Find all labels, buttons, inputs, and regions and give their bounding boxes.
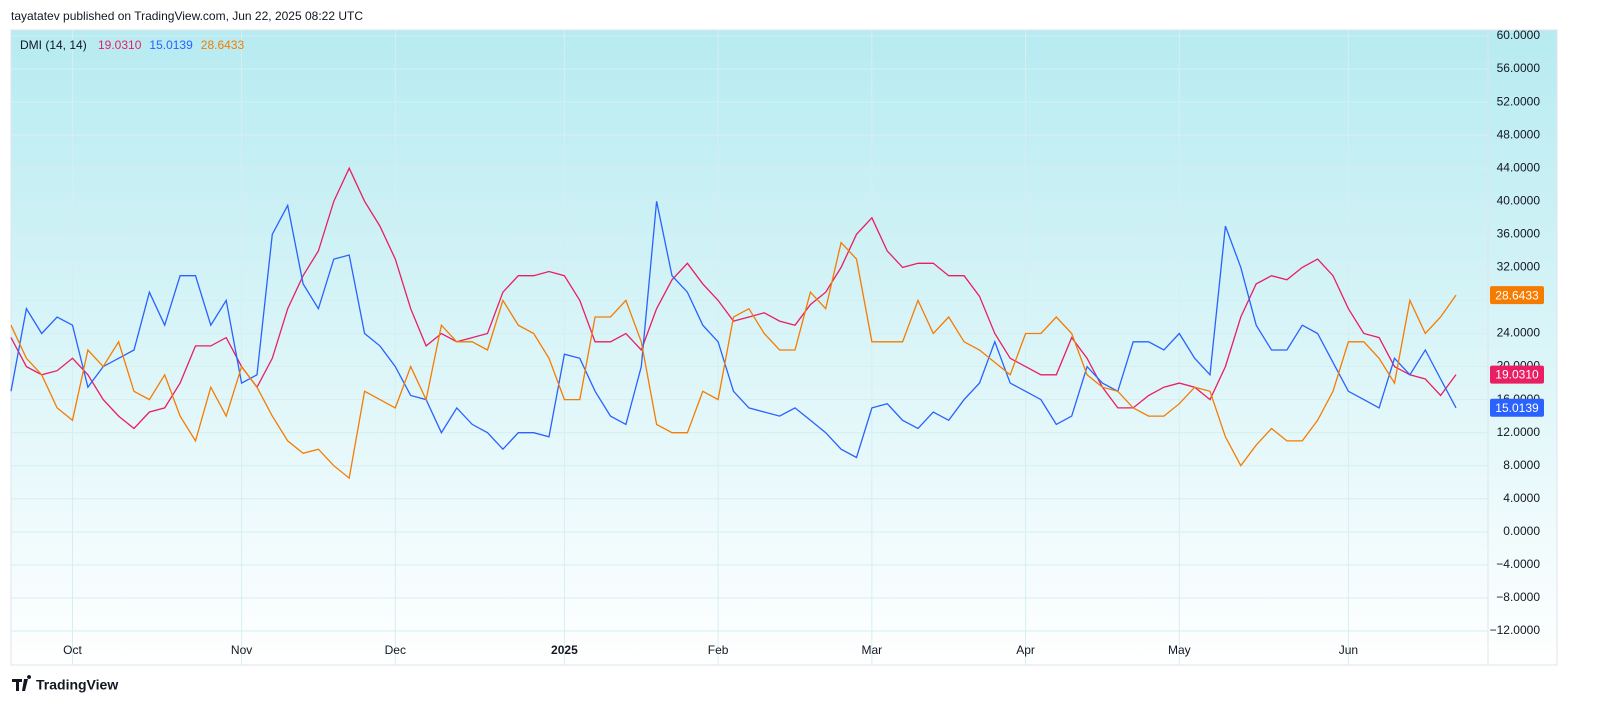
- x-tick-label: Feb: [708, 643, 729, 657]
- y-tick-label: 52.0000: [1497, 94, 1541, 108]
- y-tick-label: 44.0000: [1497, 160, 1541, 174]
- legend-value: 19.0310: [98, 38, 142, 52]
- last-value-badge: [1490, 286, 1544, 305]
- y-tick-label: −4.0000: [1496, 557, 1540, 571]
- y-tick-label: 32.0000: [1497, 260, 1541, 274]
- legend-value: 15.0139: [149, 38, 193, 52]
- y-tick-label: 8.0000: [1503, 458, 1540, 472]
- y-tick-label: −12.0000: [1490, 623, 1541, 637]
- grid: [11, 30, 1488, 665]
- x-tick-label: May: [1168, 643, 1191, 657]
- y-tick-label: −8.0000: [1496, 590, 1540, 604]
- footer-brand: TradingView: [36, 677, 118, 693]
- plot-background: [10, 29, 1558, 666]
- y-tick-label: 60.0000: [1497, 28, 1541, 42]
- x-tick-label: Jun: [1339, 643, 1358, 657]
- x-tick-label: Apr: [1016, 643, 1035, 657]
- legend-value: 28.6433: [201, 38, 245, 52]
- y-tick-label: 36.0000: [1497, 227, 1541, 241]
- y-tick-label: 56.0000: [1497, 61, 1541, 75]
- last-value-label: 28.6433: [1495, 288, 1539, 302]
- series-line: [10, 201, 1457, 459]
- x-tick-label: Dec: [385, 643, 406, 657]
- last-value-badge: [1490, 365, 1544, 384]
- x-tick-label: Oct: [63, 643, 82, 657]
- logo-icon: [12, 675, 32, 691]
- y-tick-label: 12.0000: [1497, 425, 1541, 439]
- last-value-label: 15.0139: [1495, 401, 1539, 415]
- x-tick-label: Mar: [862, 643, 883, 657]
- y-tick-label: 0.0000: [1503, 524, 1540, 538]
- last-value-label: 19.0310: [1495, 368, 1539, 382]
- y-tick-label: 48.0000: [1497, 127, 1541, 141]
- labels: 60.0000 56.0000 52.0000 48.0000 44.0000 40.00…: [63, 28, 1544, 657]
- y-tick-label: 24.0000: [1497, 326, 1541, 340]
- x-tick-label: 2025: [551, 643, 578, 657]
- indicator-title: DMI (14, 14): [20, 38, 87, 52]
- header-title: tayatatev published on TradingView.com, …: [11, 9, 363, 23]
- last-value-badge: [1490, 398, 1544, 417]
- lines: [10, 166, 1457, 480]
- y-tick-label: 4.0000: [1503, 491, 1540, 505]
- x-tick-label: Nov: [231, 643, 252, 657]
- y-tick-label: 40.0000: [1497, 193, 1541, 207]
- series-line: [10, 241, 1457, 480]
